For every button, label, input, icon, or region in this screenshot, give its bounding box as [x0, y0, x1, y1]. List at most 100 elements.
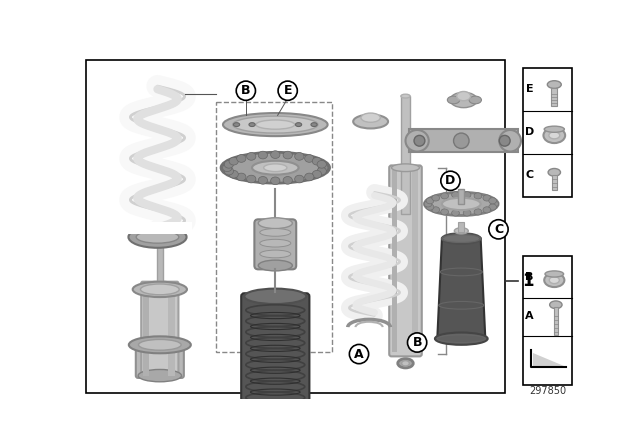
Ellipse shape [246, 152, 256, 160]
Ellipse shape [489, 204, 497, 210]
Ellipse shape [442, 198, 481, 210]
Ellipse shape [258, 177, 268, 184]
Ellipse shape [483, 195, 491, 201]
Ellipse shape [424, 201, 432, 207]
Circle shape [414, 135, 425, 146]
Ellipse shape [136, 231, 179, 243]
Ellipse shape [491, 201, 499, 207]
Ellipse shape [317, 167, 326, 175]
Ellipse shape [441, 193, 449, 199]
Ellipse shape [441, 209, 449, 215]
Polygon shape [532, 353, 564, 366]
FancyBboxPatch shape [401, 96, 410, 214]
Ellipse shape [258, 151, 268, 159]
Ellipse shape [129, 226, 187, 248]
Ellipse shape [294, 152, 304, 160]
Ellipse shape [229, 170, 238, 178]
Ellipse shape [237, 173, 246, 181]
Ellipse shape [223, 113, 328, 136]
Ellipse shape [311, 123, 317, 126]
Ellipse shape [463, 192, 471, 198]
Ellipse shape [237, 155, 246, 162]
Text: C: C [525, 170, 534, 181]
Ellipse shape [221, 152, 330, 183]
Ellipse shape [463, 210, 471, 216]
Ellipse shape [260, 250, 291, 258]
Ellipse shape [319, 164, 328, 172]
Ellipse shape [397, 359, 413, 368]
Ellipse shape [426, 198, 434, 204]
Ellipse shape [129, 336, 191, 353]
Ellipse shape [283, 151, 292, 159]
Ellipse shape [223, 164, 232, 172]
Ellipse shape [305, 173, 314, 181]
FancyBboxPatch shape [554, 307, 558, 335]
Ellipse shape [474, 209, 482, 215]
Ellipse shape [447, 96, 460, 104]
Ellipse shape [140, 284, 179, 295]
Ellipse shape [264, 164, 287, 172]
Text: 297850: 297850 [529, 386, 566, 396]
Ellipse shape [244, 421, 307, 433]
Ellipse shape [499, 130, 521, 151]
Ellipse shape [224, 160, 234, 168]
Text: B: B [241, 84, 251, 97]
Ellipse shape [259, 218, 292, 228]
Ellipse shape [256, 120, 294, 129]
Ellipse shape [549, 132, 560, 139]
Polygon shape [410, 129, 518, 152]
Ellipse shape [406, 130, 429, 151]
Ellipse shape [229, 157, 238, 165]
Text: A: A [354, 348, 364, 361]
Bar [86, 60, 505, 392]
Ellipse shape [452, 210, 460, 216]
Ellipse shape [454, 228, 468, 234]
FancyBboxPatch shape [157, 245, 163, 283]
Ellipse shape [545, 271, 564, 277]
Ellipse shape [543, 128, 565, 143]
Ellipse shape [361, 113, 380, 122]
Ellipse shape [426, 204, 434, 210]
Ellipse shape [549, 277, 559, 284]
Ellipse shape [271, 151, 280, 159]
Text: B: B [412, 336, 422, 349]
Ellipse shape [452, 192, 460, 198]
Text: E: E [284, 84, 292, 97]
Ellipse shape [489, 198, 497, 204]
Ellipse shape [233, 116, 318, 133]
FancyBboxPatch shape [552, 175, 557, 190]
Ellipse shape [353, 115, 388, 129]
Text: E: E [525, 84, 533, 94]
FancyBboxPatch shape [254, 220, 296, 269]
Ellipse shape [550, 301, 562, 309]
FancyBboxPatch shape [551, 88, 557, 106]
FancyBboxPatch shape [143, 283, 149, 375]
Ellipse shape [132, 282, 187, 297]
Text: C: C [494, 223, 503, 236]
Ellipse shape [483, 207, 491, 213]
Circle shape [454, 133, 469, 148]
Text: B: B [525, 272, 534, 282]
FancyBboxPatch shape [241, 293, 309, 430]
Ellipse shape [312, 157, 321, 165]
Ellipse shape [252, 161, 298, 175]
Ellipse shape [432, 207, 440, 213]
FancyBboxPatch shape [389, 165, 422, 356]
Polygon shape [437, 238, 485, 339]
Ellipse shape [260, 228, 291, 236]
Ellipse shape [246, 175, 256, 183]
Ellipse shape [259, 260, 292, 271]
Ellipse shape [296, 123, 301, 126]
Ellipse shape [424, 192, 498, 215]
FancyBboxPatch shape [458, 189, 465, 204]
Ellipse shape [237, 419, 314, 435]
Ellipse shape [271, 177, 280, 185]
FancyBboxPatch shape [136, 343, 184, 378]
Ellipse shape [234, 123, 239, 126]
Ellipse shape [249, 123, 255, 126]
FancyBboxPatch shape [412, 170, 418, 352]
Text: A: A [525, 311, 534, 321]
Ellipse shape [402, 361, 410, 366]
Ellipse shape [392, 164, 419, 172]
Ellipse shape [547, 81, 561, 88]
